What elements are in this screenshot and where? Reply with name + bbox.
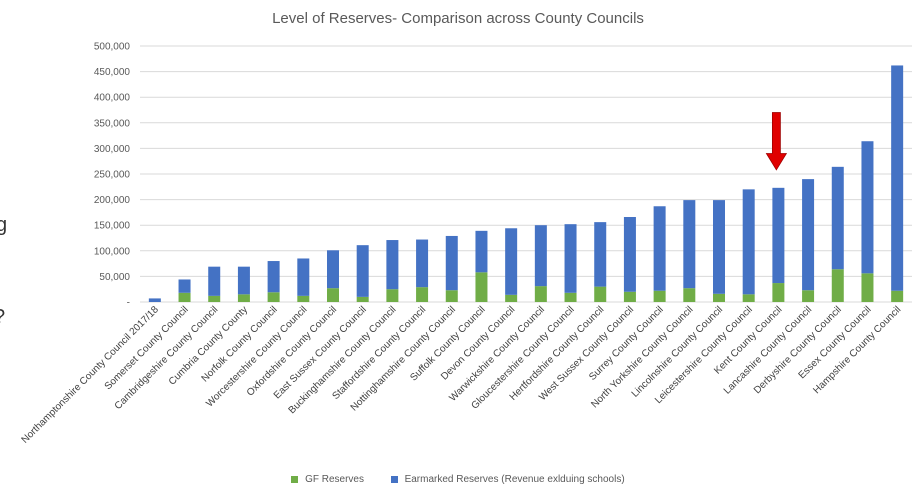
bar-segment-earmarked — [386, 240, 399, 290]
bar-segment-gf — [802, 290, 815, 302]
bar-segment-earmarked — [683, 200, 696, 289]
bar-segment-earmarked — [327, 250, 339, 289]
bar-segment-gf — [386, 289, 399, 302]
bar-segment-earmarked — [891, 65, 904, 291]
legend-swatch-earmarked — [390, 475, 398, 483]
bar-segment-earmarked — [594, 222, 607, 287]
annotation-layer — [765, 112, 788, 171]
bar-segment-earmarked — [861, 141, 874, 274]
bar-segment-gf — [831, 269, 844, 302]
bar-segment-gf — [861, 273, 874, 302]
bar-segment-earmarked — [267, 261, 280, 293]
x-category-label: Buckinghamshire County Council — [287, 304, 399, 416]
bar-segment-earmarked — [356, 245, 369, 297]
bar-segment-earmarked — [237, 266, 250, 295]
bar-segment-gf — [327, 288, 339, 302]
bar-segment-earmarked — [505, 228, 518, 295]
bar-segment-earmarked — [653, 206, 666, 291]
bar-segment-gf — [564, 292, 577, 302]
bar-segment-gf — [416, 287, 429, 302]
bar-segment-earmarked — [564, 224, 577, 293]
bar-segment-earmarked — [297, 258, 310, 296]
bar-segment-earmarked — [534, 225, 547, 287]
y-tick-label: - — [127, 298, 130, 309]
bar-segment-gf — [445, 290, 458, 302]
bar-segment-gf — [505, 294, 518, 302]
x-category-label: Northamptonshire County Council 2017/18 — [20, 304, 162, 446]
y-tick-label: 450,000 — [94, 67, 131, 78]
y-tick-label: 350,000 — [94, 118, 131, 129]
legend-item-earmarked: Earmarked Reserves (Revenue exlduing sch… — [390, 474, 625, 485]
bar-segment-gf — [475, 272, 488, 302]
bar-segment-gf — [534, 286, 547, 302]
bar-segment-earmarked — [475, 230, 488, 273]
y-tick-label: 300,000 — [94, 144, 131, 155]
bar-segment-gf — [713, 293, 725, 302]
gridlines — [140, 45, 912, 303]
y-tick-label: 400,000 — [94, 93, 131, 104]
cropped-edge-glyph-1: g — [0, 214, 8, 236]
cropped-edge-glyph-2: ? — [0, 306, 5, 329]
y-tick-label: 500,000 — [94, 42, 131, 53]
y-axis-ticks: - 50,000 100,000 150,000 200,000 250,000 300,0… — [94, 42, 131, 309]
bar-segment-earmarked — [772, 187, 785, 284]
legend-item-gf: GF Reserves — [291, 474, 364, 485]
bar-segment-gf — [683, 288, 696, 302]
bar-segment-gf — [208, 295, 221, 302]
bar-segment-earmarked — [445, 235, 458, 291]
bar-segment-earmarked — [148, 298, 161, 302]
chart-title: Level of Reserves- Comparison across Cou… — [272, 10, 644, 27]
bar-segment-earmarked — [416, 239, 429, 288]
bar-segment-gf — [891, 290, 904, 302]
y-tick-label: 100,000 — [94, 246, 131, 257]
bar-segment-gf — [742, 294, 755, 302]
y-tick-label: 50,000 — [99, 272, 130, 283]
y-tick-label: 250,000 — [94, 170, 131, 181]
bar-segment-gf — [356, 296, 369, 302]
bar-segment-earmarked — [742, 189, 755, 295]
bar-segment-earmarked — [802, 179, 815, 291]
y-tick-label: 150,000 — [94, 221, 131, 232]
bar-segment-gf — [178, 292, 191, 302]
bar-segment-gf — [267, 292, 280, 302]
bar-segment-earmarked — [208, 266, 221, 296]
y-tick-label: 200,000 — [94, 195, 131, 206]
red-arrow-icon — [765, 112, 788, 171]
bar-segment-earmarked — [623, 217, 636, 292]
bars — [148, 65, 904, 302]
bar-segment-gf — [772, 283, 785, 302]
legend: GF Reserves Earmarked Reserves (Revenue … — [0, 474, 916, 485]
x-axis-labels: Northamptonshire County Council 2017/18S… — [20, 304, 904, 446]
bar-segment-earmarked — [178, 279, 191, 293]
bar-segment-earmarked — [831, 166, 844, 270]
bar-segment-gf — [594, 286, 607, 302]
legend-swatch-gf — [291, 475, 299, 483]
bar-segment-gf — [653, 290, 666, 302]
bar-segment-earmarked — [713, 200, 725, 294]
bar-segment-gf — [237, 294, 250, 302]
legend-label-earmarked: Earmarked Reserves (Revenue exlduing sch… — [404, 474, 625, 485]
legend-label-gf: GF Reserves — [305, 474, 364, 485]
bar-segment-gf — [297, 295, 310, 302]
bar-segment-gf — [623, 291, 636, 302]
